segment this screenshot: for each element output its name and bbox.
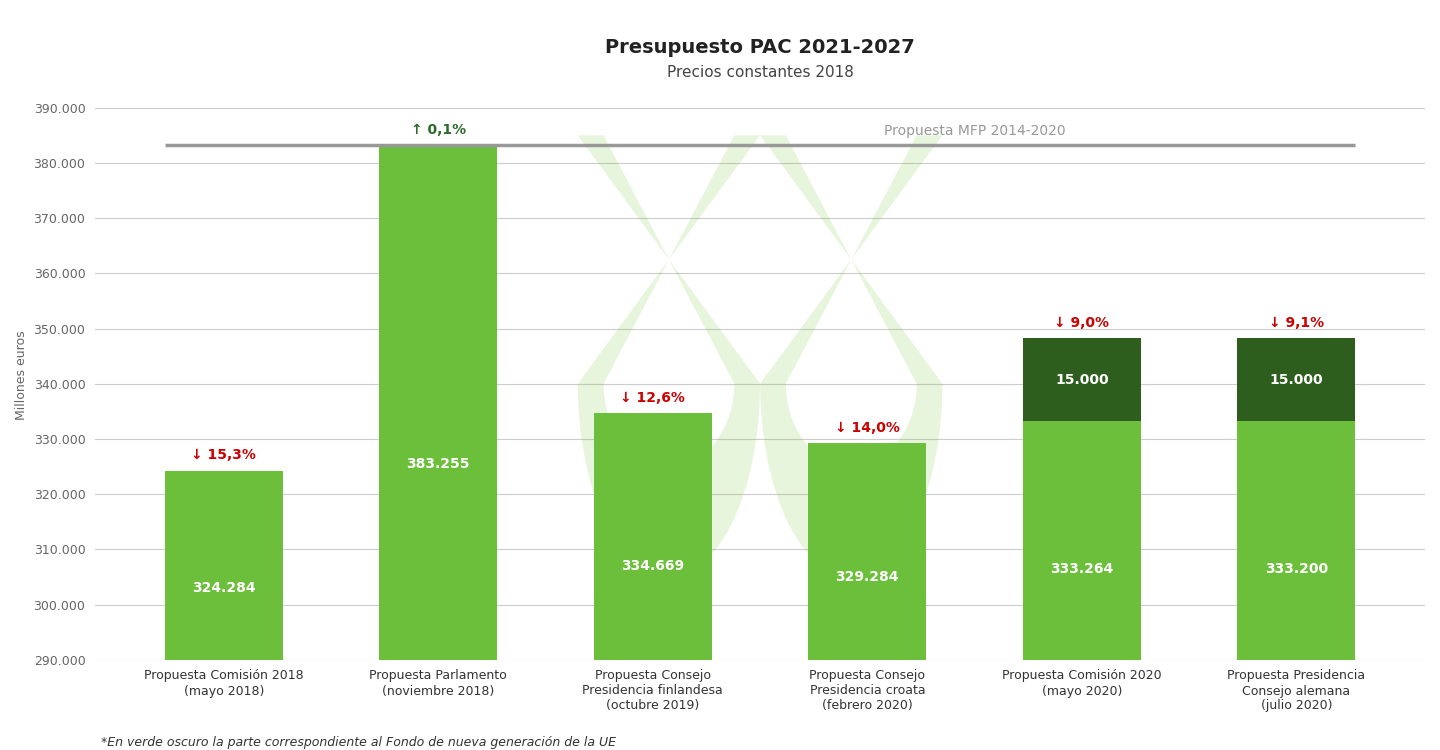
Text: 333.200: 333.200: [1264, 562, 1328, 576]
Bar: [808, 443, 926, 660]
Text: ↓ 15,3%: ↓ 15,3%: [192, 448, 256, 462]
Bar: [593, 413, 711, 660]
Text: *En verde oscuro la parte correspondiente al Fondo de nueva generación de la UE: *En verde oscuro la parte correspondient…: [101, 736, 616, 749]
Text: 333.264: 333.264: [1050, 562, 1113, 576]
Text: ↓ 9,1%: ↓ 9,1%: [1269, 316, 1323, 330]
Y-axis label: Millones euros: Millones euros: [14, 331, 27, 420]
Text: 383.255: 383.255: [406, 458, 469, 471]
Bar: [1237, 422, 1355, 660]
Text: ↓ 14,0%: ↓ 14,0%: [835, 421, 900, 434]
Bar: [1022, 421, 1140, 660]
Bar: [1022, 338, 1140, 421]
Text: 329.284: 329.284: [835, 570, 899, 584]
Text: 334.669: 334.669: [621, 559, 684, 573]
Text: ↓ 9,0%: ↓ 9,0%: [1054, 316, 1109, 330]
Bar: [164, 470, 282, 660]
Text: Presupuesto PAC 2021-2027: Presupuesto PAC 2021-2027: [605, 38, 914, 57]
Bar: [1237, 338, 1355, 422]
Text: Precios constantes 2018: Precios constantes 2018: [667, 64, 854, 80]
Bar: [379, 145, 497, 660]
Text: ↑ 0,1%: ↑ 0,1%: [410, 123, 467, 136]
Text: ↓ 12,6%: ↓ 12,6%: [621, 391, 685, 405]
Text: 15.000: 15.000: [1056, 373, 1109, 386]
Text: Propuesta MFP 2014-2020: Propuesta MFP 2014-2020: [884, 124, 1066, 138]
PathPatch shape: [760, 135, 942, 577]
Text: 15.000: 15.000: [1270, 373, 1323, 387]
PathPatch shape: [577, 135, 760, 577]
Text: 324.284: 324.284: [192, 580, 256, 595]
